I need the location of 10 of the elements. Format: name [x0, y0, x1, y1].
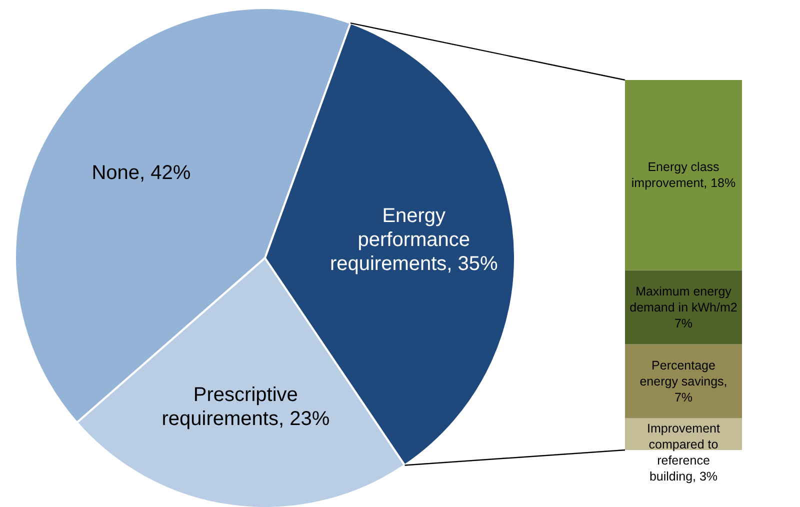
slice-label: None, 42%: [90, 161, 192, 186]
slice-label: Energy performance requirements, 35%: [328, 204, 499, 276]
data-label: Percentage energy savings, 7%: [640, 358, 728, 404]
bar: [625, 344, 742, 418]
data-label: Energy class improvement, 18%: [631, 160, 736, 190]
slice-label: Prescriptive requirements, 23%: [160, 382, 331, 431]
data-label: Maximum energy demand in kWh/m2 7%: [630, 284, 738, 330]
data-label: Improvement compared to reference building, 3%: [647, 421, 720, 484]
bar: [625, 80, 742, 270]
bar: [625, 270, 742, 344]
